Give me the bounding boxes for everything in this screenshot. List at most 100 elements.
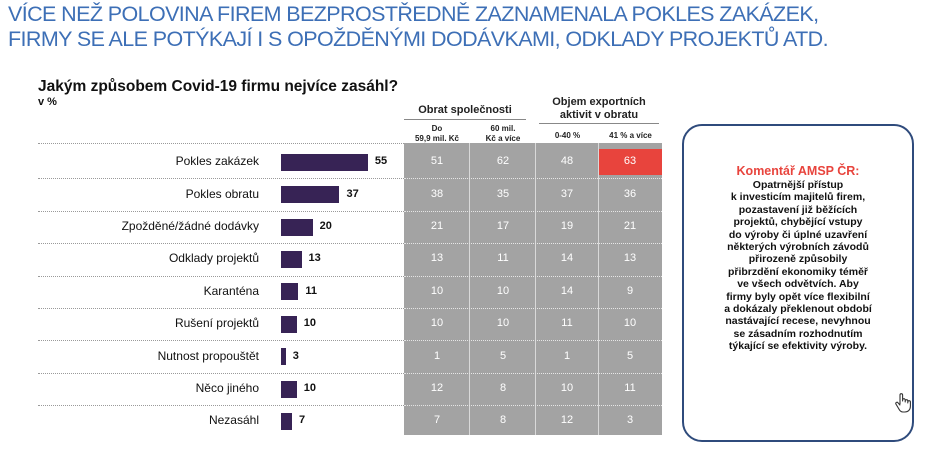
comment-line: Opatrnější přístup <box>752 179 844 191</box>
group-underline-export <box>539 123 659 124</box>
table-divider-2 <box>535 143 536 435</box>
table-cell: 48 <box>560 155 574 168</box>
table-cell: 13 <box>623 252 637 265</box>
table-cell: 5 <box>626 349 634 362</box>
comment-line: ve všech odvětvích. Aby <box>737 278 859 291</box>
row-separator <box>38 243 404 245</box>
bar-value-label: 7 <box>299 414 306 427</box>
bar-value-label: 55 <box>374 155 388 168</box>
table-cell: 10 <box>496 317 510 330</box>
headline-line-2: FIRMY SE ALE POTÝKAJÍ I S OPOŽDĚNÝMI DOD… <box>8 27 829 51</box>
table-cell: 19 <box>560 220 574 232</box>
comment-line: k investicím majitelů firem, <box>730 191 866 204</box>
table-cell: 8 <box>499 414 507 427</box>
bar-value-label: 13 <box>308 252 321 265</box>
table-cell: 35 <box>496 187 510 200</box>
bar-value-label: 11 <box>305 284 318 297</box>
comment-line: pozastavení již běžících <box>738 203 858 216</box>
bar-value-label: 10 <box>303 382 317 394</box>
table-cell: 37 <box>560 187 574 200</box>
table-cell: 7 <box>433 414 441 427</box>
comment-line: firmy byly opět více flexibilní <box>726 290 870 303</box>
comment-line: nastávající recese, nevyhnou <box>725 315 871 328</box>
row-separator-table <box>404 210 662 212</box>
bar <box>281 153 368 171</box>
table-cell: 11 <box>624 382 636 394</box>
headline-line-1: VÍCE NEŽ POLOVINA FIREM BEZPROSTŘEDNĚ ZA… <box>8 2 819 26</box>
column-header-41-plus: 41 % a více <box>599 131 662 141</box>
chart-title: Jakým způsobem Covid-19 firmu nejvíce za… <box>38 78 399 95</box>
category-label: Odklady projektů <box>168 251 259 266</box>
column-header-60-plus-line-1: 60 mil. <box>490 124 516 133</box>
comment-line: do výroby či úplné uzavření <box>728 228 868 241</box>
row-separator <box>38 210 404 212</box>
table-cell: 14 <box>560 284 574 297</box>
group-underline-obrat <box>404 119 526 120</box>
table-cell: 10 <box>560 382 574 394</box>
category-label: Něco jiného <box>195 381 259 395</box>
bar <box>281 380 297 398</box>
row-separator <box>38 340 404 342</box>
bar-value-label: 37 <box>346 187 359 200</box>
comment-box: Komentář AMSP ČR: Opatrnější přístup k in… <box>682 124 914 442</box>
category-label: Karanténa <box>203 283 259 298</box>
table-cell: 38 <box>430 187 444 200</box>
table-cell: 12 <box>430 382 444 394</box>
bar <box>281 412 293 430</box>
group-header-export-line-1: Objem exportních <box>552 96 646 108</box>
table-divider-3 <box>598 143 599 435</box>
table-cell: 11 <box>561 317 573 330</box>
column-header-0-40-line-1: 0-40 % <box>554 131 581 140</box>
table-cell: 14 <box>560 252 574 265</box>
bar-value-label: 20 <box>319 220 332 232</box>
table-cell: 11 <box>497 252 509 265</box>
headline: VÍCE NEŽ POLOVINA FIREM BEZPROSTŘEDNĚ ZA… <box>8 2 918 52</box>
category-label: Nezasáhl <box>208 413 259 428</box>
table-cell: 10 <box>623 317 637 330</box>
row-separator-table <box>404 243 662 245</box>
comment-title: Komentář AMSP ČR: <box>736 164 860 178</box>
category-label: Nutnost propouštět <box>157 348 259 363</box>
group-header-export: Objem exportních aktivit v obratu <box>537 96 661 122</box>
table-cell: 3 <box>626 414 634 427</box>
row-separator <box>38 275 404 277</box>
comment-line: některých výrobních závodů <box>727 241 869 254</box>
highlight-cell <box>599 149 662 176</box>
table-cell: 63 <box>623 155 637 168</box>
table-cell: 13 <box>430 252 444 265</box>
column-header-do-59-line-2: 59,9 mil. Kč <box>414 134 460 143</box>
row-separator-table <box>404 372 662 374</box>
row-separator <box>38 178 404 180</box>
column-header-60-plus-line-2: Kč a více <box>485 134 521 143</box>
category-label: Pokles zakázek <box>175 154 259 169</box>
row-separator <box>38 405 404 407</box>
table-cell: 1 <box>433 349 441 362</box>
table-cell: 8 <box>499 382 507 394</box>
table-cell: 10 <box>430 317 444 330</box>
table-cell: 9 <box>626 284 634 297</box>
table-cell: 5 <box>499 349 507 362</box>
bar-value-label: 3 <box>292 349 299 362</box>
table-cell: 62 <box>496 155 510 168</box>
group-header-obrat: Obrat společnosti <box>418 104 512 116</box>
bar <box>281 315 297 333</box>
row-separator-table <box>404 178 662 180</box>
column-header-41-plus-line-1: 41 % a více <box>609 131 652 140</box>
table-cell: 21 <box>623 220 637 232</box>
bar <box>281 218 313 236</box>
table-cell: 10 <box>496 284 510 297</box>
column-header-60-plus: 60 mil. Kč a více <box>470 124 536 144</box>
comment-line: se zásadním rozhodnutím <box>733 327 863 340</box>
comment-line: přibrzdění ekonomiky téměř <box>727 265 869 278</box>
row-separator <box>38 308 404 309</box>
row-separator <box>38 372 404 374</box>
bar <box>281 250 302 268</box>
column-header-0-40: 0-40 % <box>536 131 599 141</box>
table-divider-1 <box>469 143 470 435</box>
comment-line: týkající se efektivity výroby. <box>728 340 868 353</box>
comment-line: a dokázaly překlenout období <box>724 303 872 316</box>
chart-unit: v % <box>38 96 57 108</box>
column-header-do-59-line-1: Do <box>431 124 443 133</box>
bar <box>281 186 340 204</box>
table-cell: 12 <box>560 414 574 427</box>
